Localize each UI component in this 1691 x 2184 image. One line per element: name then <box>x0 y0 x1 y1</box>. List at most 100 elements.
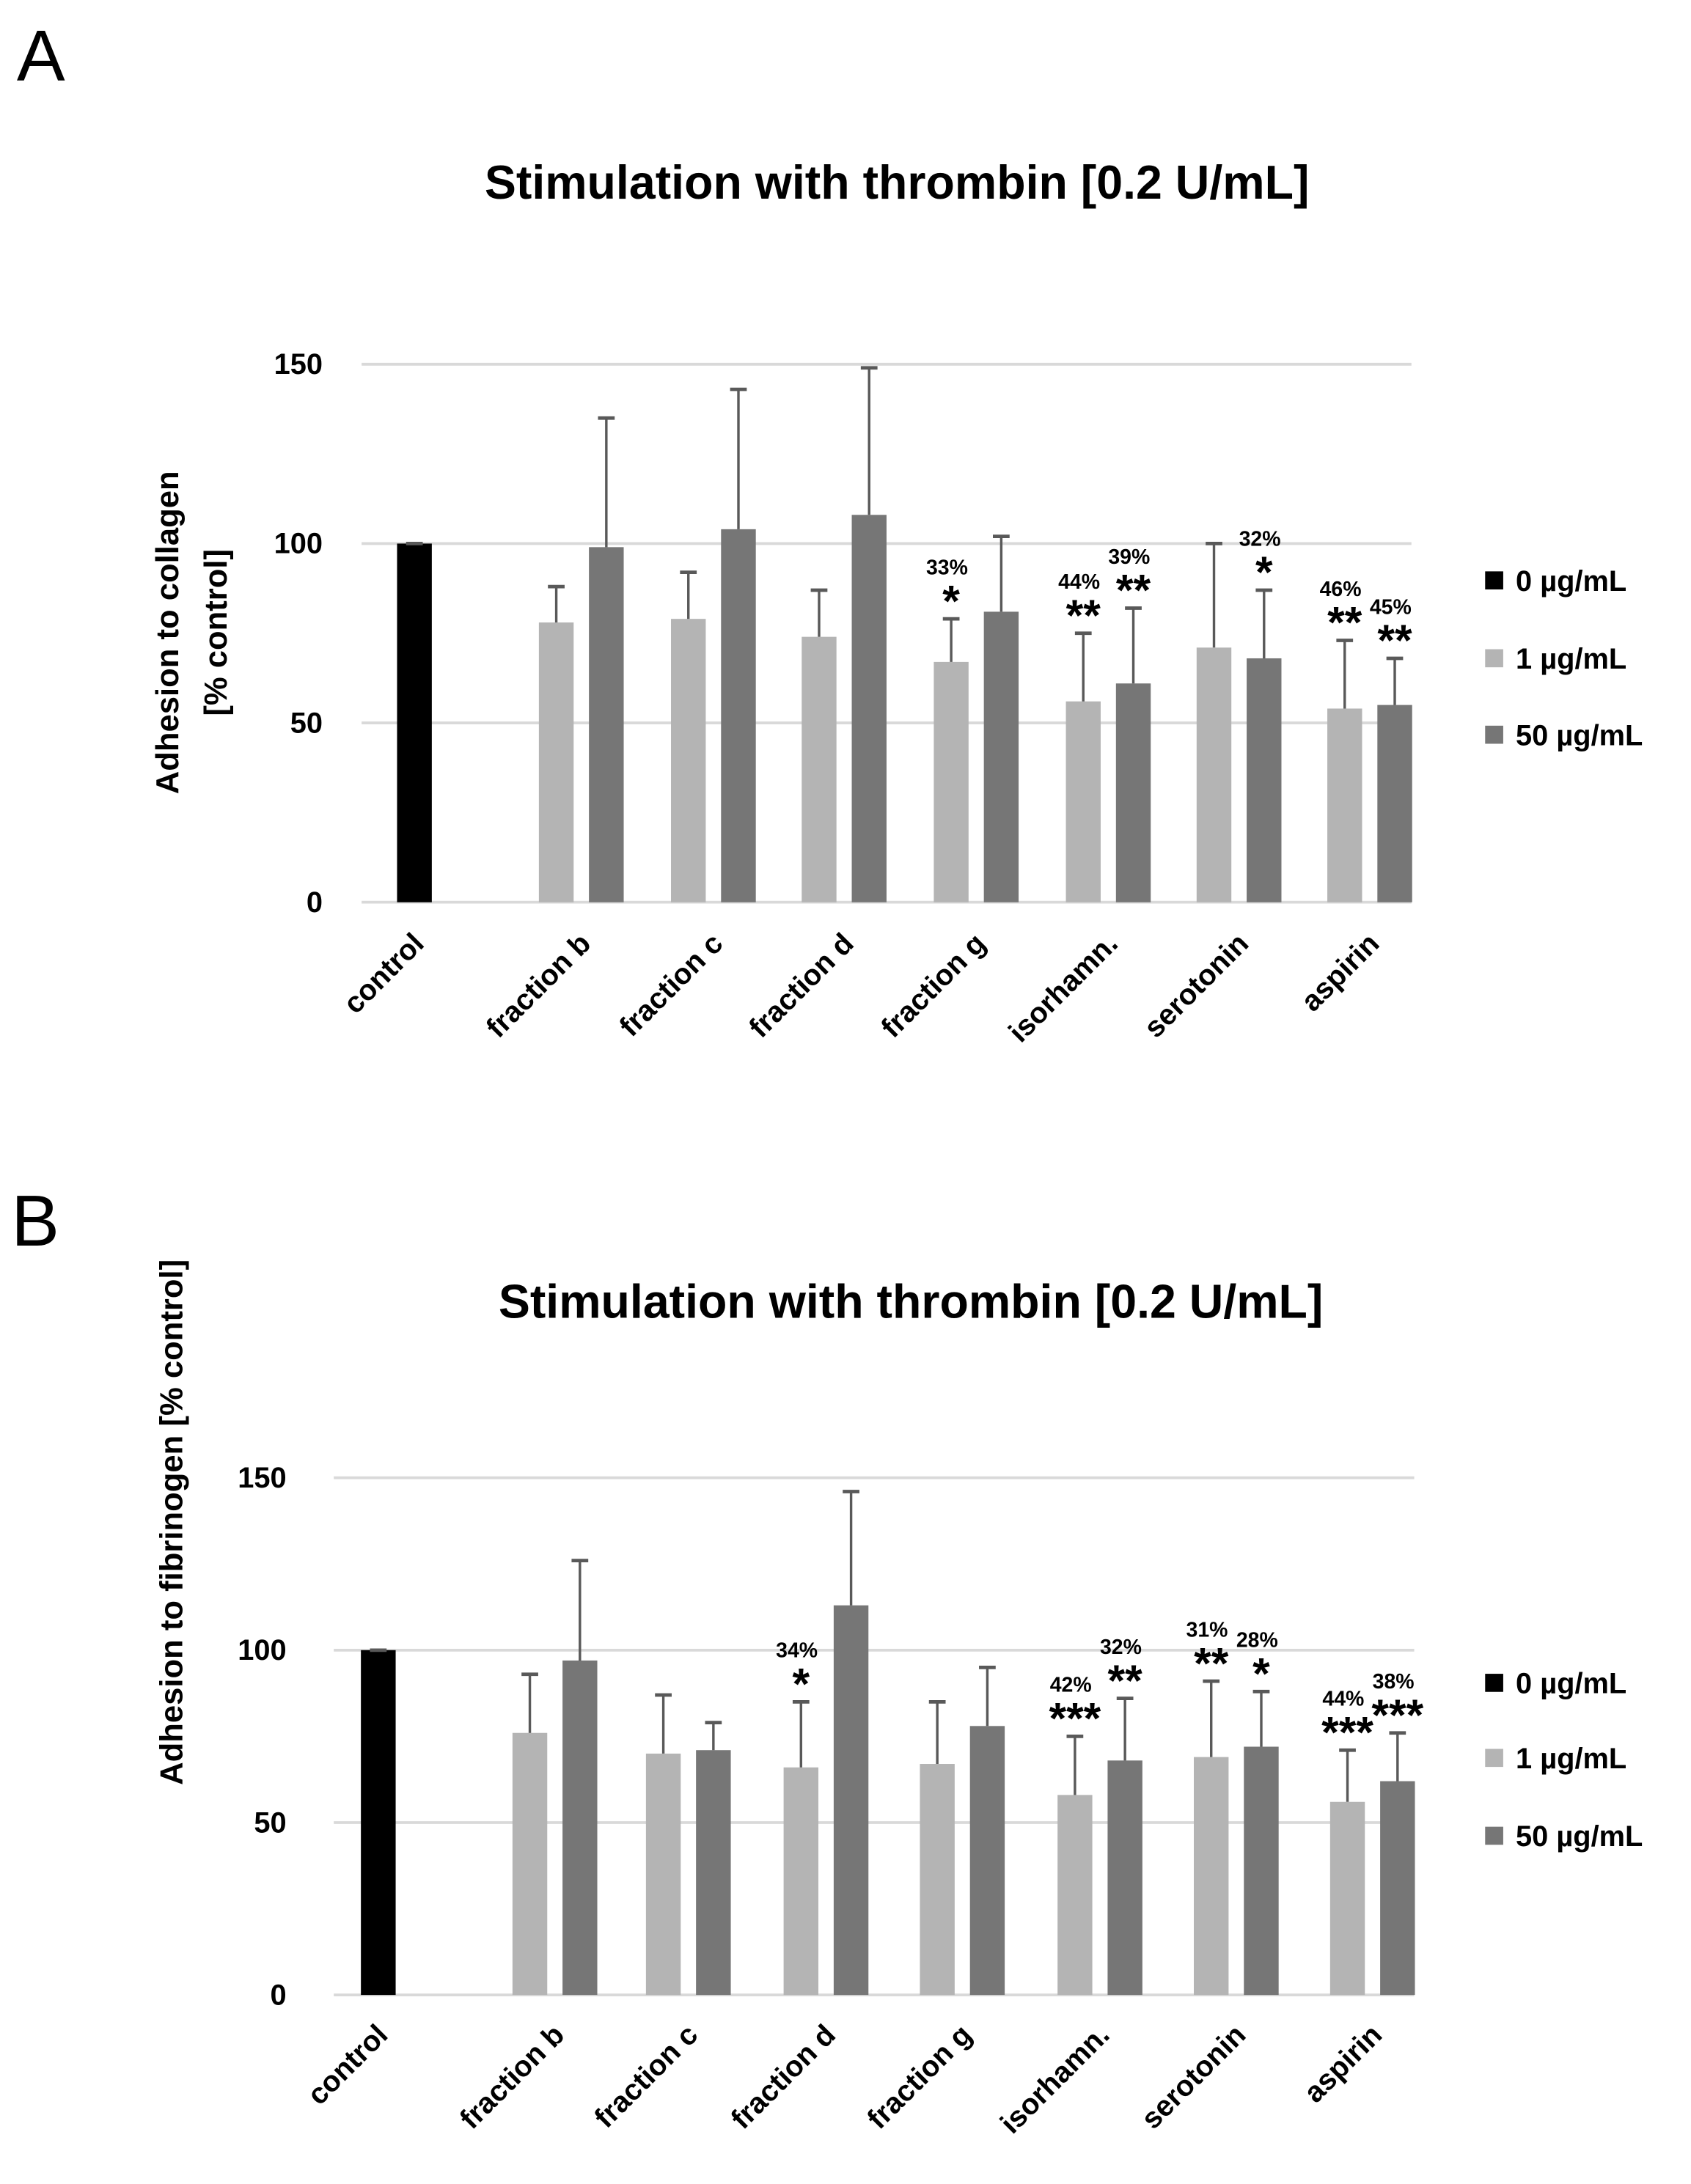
chart-title: Stimulation with thrombin [0.2 U/mL] <box>485 156 1310 209</box>
significance-stars: *** <box>1371 1690 1423 1740</box>
bar-fraction-c-2 <box>721 529 756 902</box>
inhibition-percent: 34% <box>776 1639 818 1663</box>
inhibition-percent: 44% <box>1058 570 1100 594</box>
x-category-label: aspirin <box>1298 2018 1388 2108</box>
bar-serotonin-1 <box>1194 1757 1229 1996</box>
bar-aspirin-2 <box>1377 705 1412 902</box>
bar-fraction-d-2 <box>833 1605 869 1996</box>
significance-stars: ** <box>1116 565 1151 615</box>
chart-title: Stimulation with thrombin [0.2 U/mL] <box>499 1276 1324 1328</box>
inhibition-percent: 44% <box>1322 1688 1364 1711</box>
legend-swatch <box>1485 1826 1503 1845</box>
bar-aspirin-1 <box>1327 708 1362 902</box>
bar-fraction-c-1 <box>645 1753 681 1996</box>
chart-panel-a: A Stimulation with thrombin [0.2 U/mL] 0 50… <box>17 15 1643 1048</box>
bar-fraction-d-1 <box>783 1767 819 1996</box>
y-axis-title: Adhesion to collagen <box>150 471 186 794</box>
significance-stars: * <box>1252 1648 1270 1698</box>
bar-isorhamn--2 <box>1107 1760 1142 1996</box>
legend-swatch <box>1485 649 1503 668</box>
chart-panel-b: B Stimulation with thrombin [0.2 U/mL] 0 50… <box>11 1180 1643 2140</box>
legend-label: 1 µg/mL <box>1516 643 1626 675</box>
bar-fraction-g-1 <box>933 661 969 902</box>
y-tick-label: 0 <box>271 1979 287 2011</box>
legend-label: 0 µg/mL <box>1516 1668 1626 1700</box>
x-category-label: fraction b <box>454 2018 571 2135</box>
significance-stars: ** <box>1066 590 1101 640</box>
x-category-label: fraction d <box>725 2018 842 2135</box>
bar-fraction-g-2 <box>969 1726 1005 1996</box>
significance-stars: ** <box>1377 615 1412 665</box>
bar-isorhamn--1 <box>1065 701 1101 902</box>
x-category-label: aspirin <box>1295 927 1385 1018</box>
y-tick-label: 50 <box>254 1806 286 1839</box>
x-category-label: fraction g <box>875 927 991 1044</box>
bar-control-0 <box>361 1650 396 1996</box>
bar-fraction-b-1 <box>538 622 574 902</box>
bar-fraction-c-1 <box>671 619 706 902</box>
x-category-label: fraction c <box>614 927 730 1043</box>
bar-isorhamn--2 <box>1115 683 1151 902</box>
inhibition-percent: 31% <box>1186 1618 1228 1641</box>
legend-swatch <box>1485 1749 1503 1768</box>
bar-isorhamn--1 <box>1057 1795 1093 1996</box>
legend-label: 50 µg/mL <box>1516 1820 1643 1853</box>
x-category-label: isorhamn. <box>994 2018 1116 2140</box>
inhibition-percent: 42% <box>1050 1674 1092 1697</box>
inhibition-percent: 32% <box>1239 527 1281 551</box>
bar-fraction-b-1 <box>512 1732 548 1996</box>
panel-letter: B <box>11 1180 59 1261</box>
bar-aspirin-1 <box>1329 1801 1365 1996</box>
bar-aspirin-2 <box>1380 1781 1415 1996</box>
bar-serotonin-2 <box>1247 658 1282 902</box>
y-tick-label: 150 <box>274 348 323 380</box>
inhibition-percent: 28% <box>1236 1629 1278 1652</box>
bar-fraction-d-2 <box>851 515 887 902</box>
y-tick-label: 100 <box>238 1634 286 1666</box>
significance-stars: *** <box>1321 1707 1373 1757</box>
y-tick-label: 100 <box>274 528 323 560</box>
bar-serotonin-1 <box>1196 647 1232 902</box>
significance-stars: ** <box>1108 1655 1143 1705</box>
legend-swatch <box>1485 725 1503 744</box>
x-category-label: fraction c <box>588 2018 704 2134</box>
bar-fraction-d-1 <box>802 636 837 902</box>
x-category-label: fraction b <box>480 927 597 1044</box>
significance-stars: ** <box>1327 598 1362 647</box>
x-category-label: isorhamn. <box>1002 927 1124 1049</box>
inhibition-percent: 32% <box>1100 1636 1142 1659</box>
inhibition-percent: 46% <box>1320 578 1362 601</box>
inhibition-percent: 33% <box>926 556 968 579</box>
x-category-label: control <box>337 927 430 1021</box>
significance-stars: ** <box>1194 1638 1229 1688</box>
x-category-label: control <box>301 2018 395 2111</box>
inhibition-percent: 39% <box>1108 545 1150 569</box>
significance-stars: * <box>942 576 960 625</box>
bar-serotonin-2 <box>1244 1746 1279 1996</box>
significance-stars: *** <box>1049 1694 1101 1743</box>
inhibition-percent: 38% <box>1373 1670 1415 1694</box>
legend-label: 1 µg/mL <box>1516 1743 1626 1775</box>
y-axis-title: Adhesion to fibrinogen [% control] <box>154 1260 189 1785</box>
x-category-label: fraction g <box>861 2018 977 2135</box>
legend-swatch <box>1485 571 1503 590</box>
bar-fraction-g-1 <box>920 1764 955 1996</box>
legend-label: 50 µg/mL <box>1516 719 1643 751</box>
significance-stars: * <box>793 1659 810 1709</box>
y-tick-label: 50 <box>290 707 323 739</box>
significance-stars: * <box>1255 547 1273 597</box>
panel-letter: A <box>17 15 65 96</box>
inhibition-percent: 45% <box>1370 595 1412 619</box>
y-tick-label: 150 <box>238 1462 286 1494</box>
bar-fraction-g-2 <box>983 611 1019 902</box>
legend-label: 0 µg/mL <box>1516 565 1626 598</box>
x-category-label: serotonin <box>1138 927 1255 1044</box>
x-category-label: fraction d <box>743 927 859 1044</box>
bar-control-0 <box>397 543 432 902</box>
bar-fraction-b-2 <box>589 547 624 902</box>
y-tick-label: 0 <box>307 886 323 919</box>
bar-fraction-b-2 <box>562 1660 598 1996</box>
legend-swatch <box>1485 1674 1503 1692</box>
x-category-label: serotonin <box>1135 2018 1252 2135</box>
